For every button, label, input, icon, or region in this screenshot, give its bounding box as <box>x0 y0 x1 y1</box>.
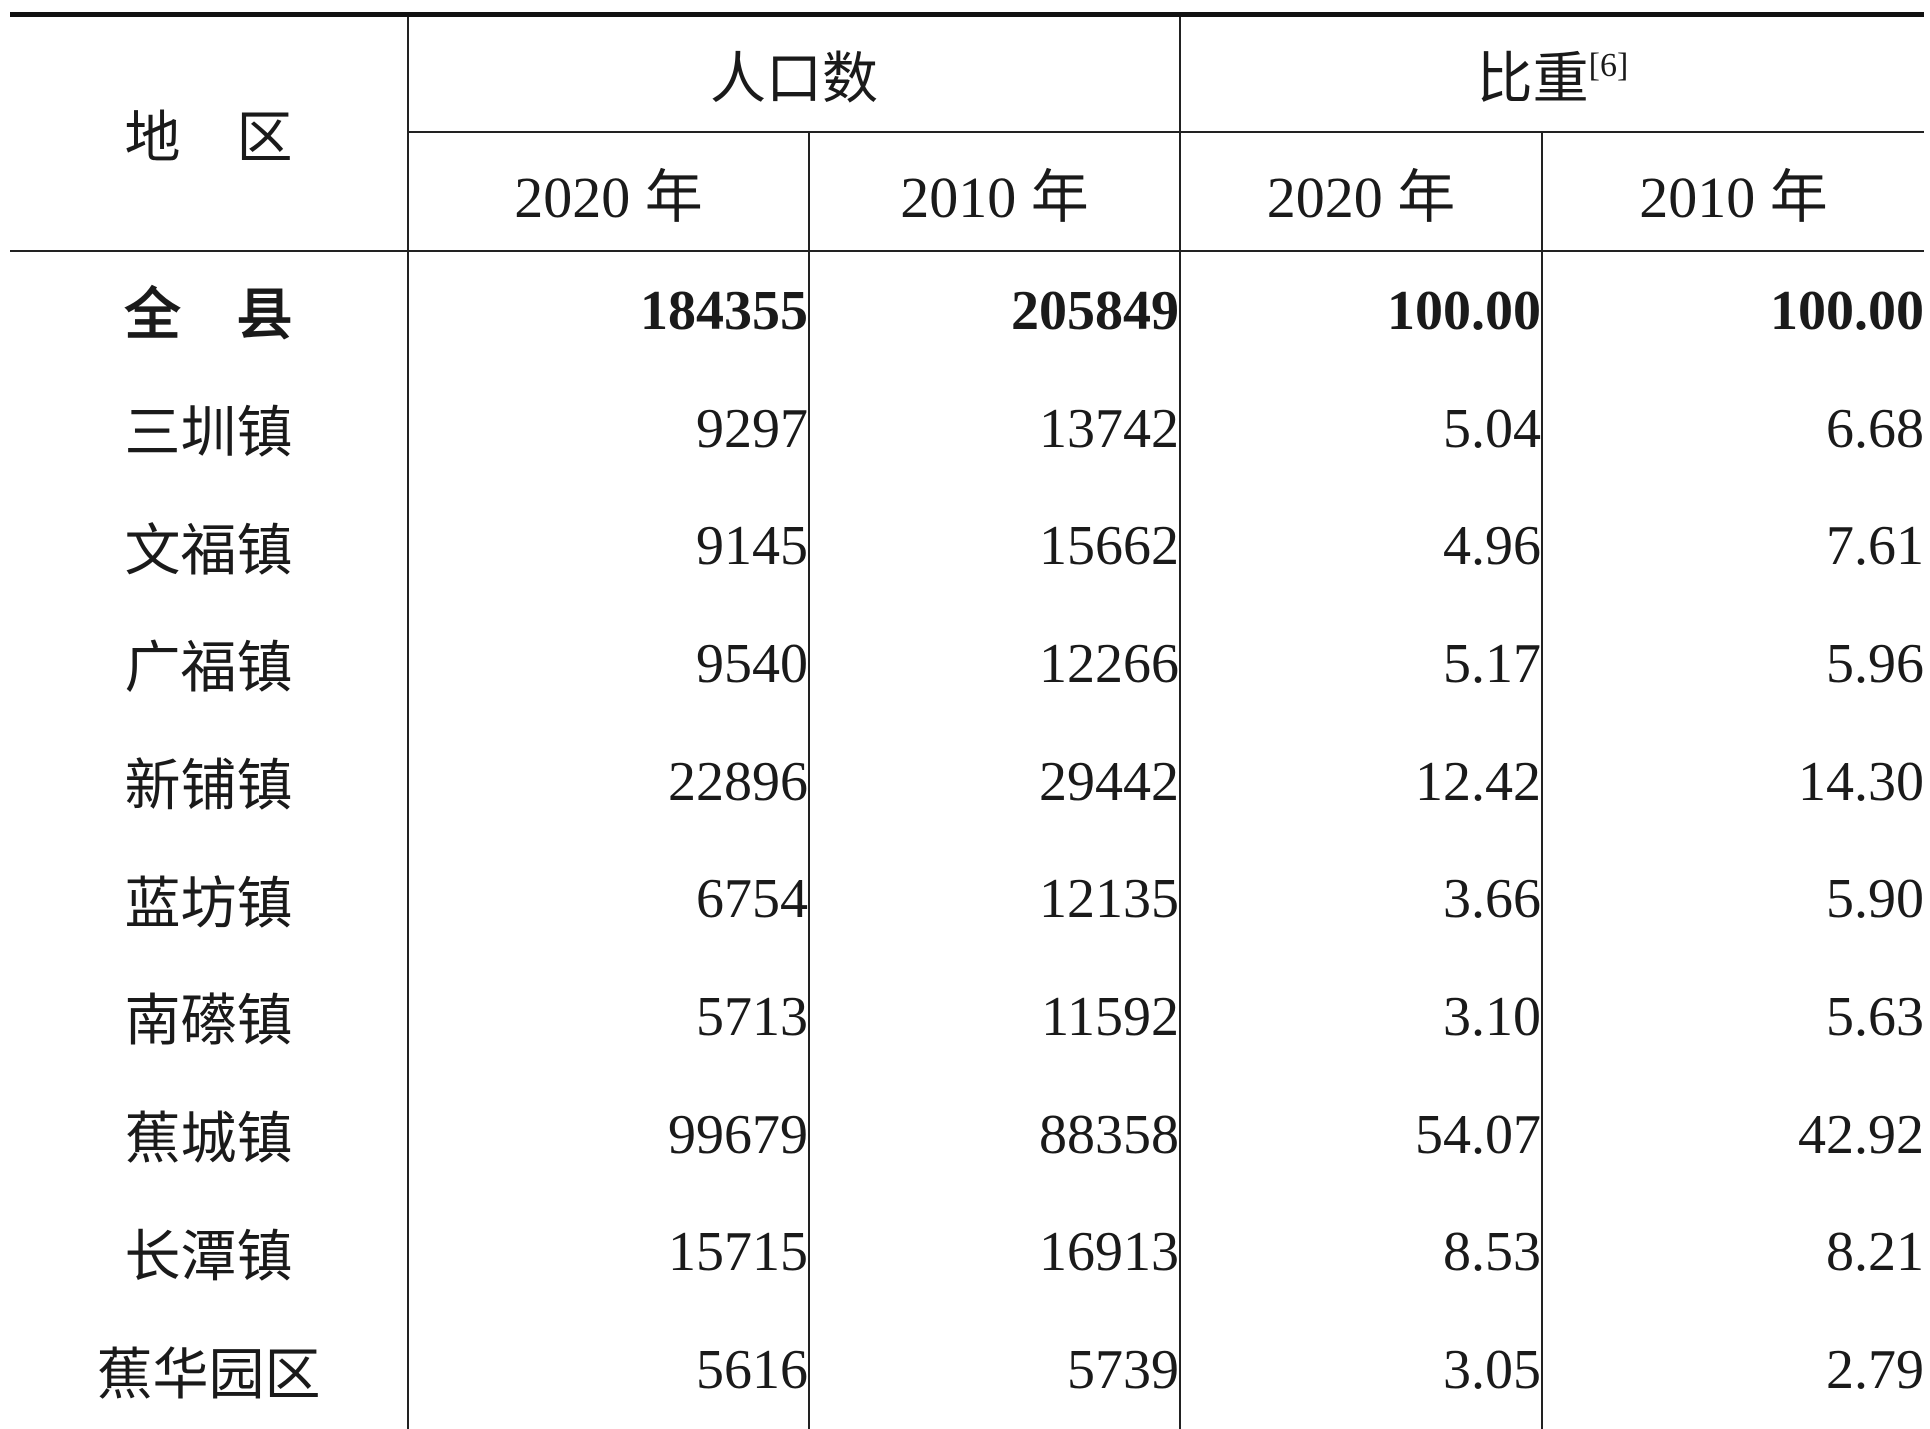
table-row: 文福镇 9145 15662 4.96 7.61 <box>10 487 1924 606</box>
table-header: 地 区 人口数 比重[6] 2020 年 2010 年 2020 年 2010 … <box>10 17 1924 252</box>
table-body: 全 县 184355 205849 100.00 100.00 三圳镇 9297… <box>10 251 1924 1429</box>
table-row: 蓝坊镇 6754 12135 3.66 5.90 <box>10 840 1924 959</box>
region-cell: 文福镇 <box>10 487 409 606</box>
region-cell: 三圳镇 <box>10 369 409 488</box>
population-2020-cell: 9145 <box>408 487 810 606</box>
population-2020-cell: 9540 <box>408 605 810 723</box>
population-2010-cell: 15662 <box>809 487 1181 606</box>
share-2010-cell: 6.68 <box>1826 397 1924 460</box>
population-2010-cell: 29442 <box>809 722 1181 841</box>
share-2010-cell: 2.79 <box>1826 1339 1924 1402</box>
share-2020-cell: 100.00 <box>1180 251 1543 370</box>
population-2020-cell: 22896 <box>408 722 810 841</box>
region-cell: 蕉城镇 <box>10 1075 409 1194</box>
population-2020-cell: 15715 <box>408 1193 810 1312</box>
footnote-marker: [6] <box>1588 46 1629 84</box>
share-2020-cell: 5.04 <box>1180 369 1543 488</box>
share-2010-cell: 14.30 <box>1798 750 1924 813</box>
share-2020-cell: 8.53 <box>1180 1193 1543 1312</box>
region-cell: 蓝坊镇 <box>10 840 409 959</box>
population-2020-cell: 5616 <box>408 1311 810 1429</box>
region-cell: 南礤镇 <box>10 958 409 1076</box>
population-2020-header: 2020 年 <box>408 132 810 252</box>
population-2020-cell: 6754 <box>408 840 810 959</box>
region-cell: 全 县 <box>10 251 409 370</box>
share-2020-cell: 5.17 <box>1180 605 1543 723</box>
population-group-header: 人口数 <box>408 17 1181 133</box>
table-row-total: 全 县 184355 205849 100.00 100.00 <box>10 251 1924 370</box>
table-row: 新铺镇 22896 29442 12.42 14.30 <box>10 722 1924 841</box>
share-2010-cell: 100.00 <box>1770 279 1924 342</box>
population-2020-cell: 184355 <box>408 251 810 370</box>
share-2010-cell: 5.90 <box>1826 868 1924 931</box>
population-2010-cell: 16913 <box>809 1193 1181 1312</box>
share-2010-cell: 5.96 <box>1826 632 1924 695</box>
share-2020-header: 2020 年 <box>1180 132 1543 252</box>
share-2010-cell: 7.61 <box>1826 515 1924 578</box>
population-2020-cell: 9297 <box>408 369 810 488</box>
share-2010-header: 2010 年 <box>1542 132 1924 252</box>
region-cell: 新铺镇 <box>10 722 409 841</box>
share-2020-cell: 4.96 <box>1180 487 1543 606</box>
population-2010-header: 2010 年 <box>809 132 1181 252</box>
share-2020-cell: 12.42 <box>1180 722 1543 841</box>
table-row: 三圳镇 9297 13742 5.04 6.68 <box>10 369 1924 488</box>
table-row: 南礤镇 5713 11592 3.10 5.63 <box>10 958 1924 1076</box>
population-2010-cell: 205849 <box>809 251 1181 370</box>
population-2010-cell: 12135 <box>809 840 1181 959</box>
region-cell: 广福镇 <box>10 605 409 723</box>
population-2010-cell: 11592 <box>809 958 1181 1076</box>
population-2010-cell: 88358 <box>809 1075 1181 1194</box>
population-2010-cell: 13742 <box>809 369 1181 488</box>
share-2020-cell: 3.10 <box>1180 958 1543 1076</box>
region-cell: 蕉华园区 <box>10 1311 409 1429</box>
population-2010-cell: 12266 <box>809 605 1181 723</box>
share-2020-cell: 3.05 <box>1180 1311 1543 1429</box>
table-row: 长潭镇 15715 16913 8.53 8.21 <box>10 1193 1924 1312</box>
region-column-header: 地 区 <box>10 17 409 252</box>
table-row: 广福镇 9540 12266 5.17 5.96 <box>10 605 1924 723</box>
population-2020-cell: 5713 <box>408 958 810 1076</box>
share-2020-cell: 3.66 <box>1180 840 1543 959</box>
share-2010-cell: 8.21 <box>1826 1221 1924 1284</box>
share-2010-cell: 5.63 <box>1826 985 1924 1048</box>
table-top-rule <box>10 12 1924 17</box>
region-cell: 长潭镇 <box>10 1193 409 1312</box>
population-2010-cell: 5739 <box>809 1311 1181 1429</box>
population-table: 地 区 人口数 比重[6] 2020 年 2010 年 2020 年 2010 … <box>10 17 1924 1429</box>
share-2010-cell: 42.92 <box>1798 1103 1924 1166</box>
share-group-label: 比重 <box>1476 48 1589 111</box>
population-2020-cell: 99679 <box>408 1075 810 1194</box>
table-row: 蕉城镇 99679 88358 54.07 42.92 <box>10 1075 1924 1194</box>
share-2020-cell: 54.07 <box>1180 1075 1543 1194</box>
share-group-header: 比重[6] <box>1180 17 1924 133</box>
table-row: 蕉华园区 5616 5739 3.05 2.79 <box>10 1311 1924 1429</box>
